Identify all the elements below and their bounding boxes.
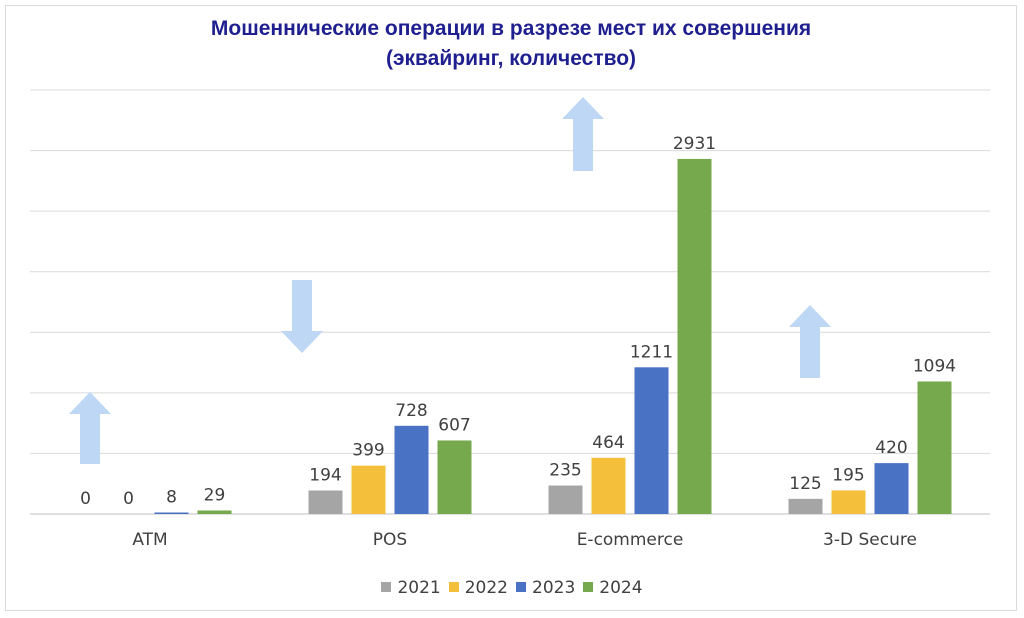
bar — [831, 490, 866, 514]
bar — [154, 512, 189, 514]
data-label: 399 — [352, 441, 384, 461]
legend-item: 2023 — [516, 578, 575, 598]
x-tick-label: E-commerce — [577, 530, 684, 550]
data-label: 1094 — [913, 356, 956, 376]
bar — [437, 440, 472, 514]
legend-swatch — [448, 582, 459, 592]
data-label: 194 — [309, 465, 341, 485]
legend-label: 2022 — [464, 578, 508, 598]
x-tick-label: 3-D Secure — [823, 530, 917, 550]
data-label: 195 — [832, 465, 864, 485]
data-label: 728 — [395, 401, 427, 421]
data-label: 464 — [592, 433, 624, 453]
legend-swatch — [583, 582, 594, 592]
arrow-up-icon — [562, 97, 604, 171]
data-label: 1211 — [630, 342, 673, 362]
data-label: 29 — [204, 485, 226, 505]
bar — [874, 463, 909, 514]
arrow-up-icon — [789, 305, 831, 378]
data-label: 125 — [789, 474, 821, 494]
category-group: 194 399 728 607 — [308, 401, 472, 514]
legend-swatch — [381, 582, 392, 592]
category-group: 0 0 8 29 — [80, 485, 232, 514]
legend-item: 2021 — [381, 578, 441, 598]
data-label: 420 — [875, 438, 907, 458]
category-group: 235 464 1211 2931 — [548, 134, 716, 514]
arrow-up-icon — [69, 392, 111, 464]
bar — [394, 425, 429, 514]
bar — [917, 381, 952, 514]
chart-title-block: Мошеннические операции в разрезе мест их… — [0, 14, 1022, 74]
bar — [677, 158, 712, 514]
legend-label: 2023 — [532, 578, 576, 598]
legend-swatch — [516, 582, 526, 592]
legend-label: 2021 — [397, 578, 441, 598]
bar — [548, 485, 583, 514]
data-label: 2931 — [673, 134, 716, 154]
category-group: 125 195 420 1094 — [788, 356, 956, 514]
x-tick-label: POS — [373, 530, 407, 550]
chart-legend: 2021 2022 2023 2024 — [0, 578, 1024, 598]
legend-item: 2024 — [583, 578, 643, 598]
arrow-down-icon — [281, 280, 323, 353]
data-label: 0 — [80, 489, 91, 509]
data-label: 607 — [438, 415, 470, 435]
bar — [197, 510, 232, 514]
chart-subtitle: (эквайринг, количество) — [385, 47, 637, 70]
legend-label: 2024 — [599, 578, 643, 598]
bar — [788, 498, 823, 514]
data-label: 8 — [166, 488, 177, 508]
legend-item: 2022 — [448, 578, 508, 598]
data-label: 235 — [549, 461, 581, 481]
chart-title: Мошеннические операции в разрезе мест их… — [210, 17, 812, 40]
data-label: 0 — [123, 489, 134, 509]
bar — [308, 490, 343, 514]
bar — [351, 465, 386, 514]
x-tick-label: ATM — [132, 530, 167, 550]
bar — [634, 367, 669, 514]
bar — [591, 457, 626, 514]
